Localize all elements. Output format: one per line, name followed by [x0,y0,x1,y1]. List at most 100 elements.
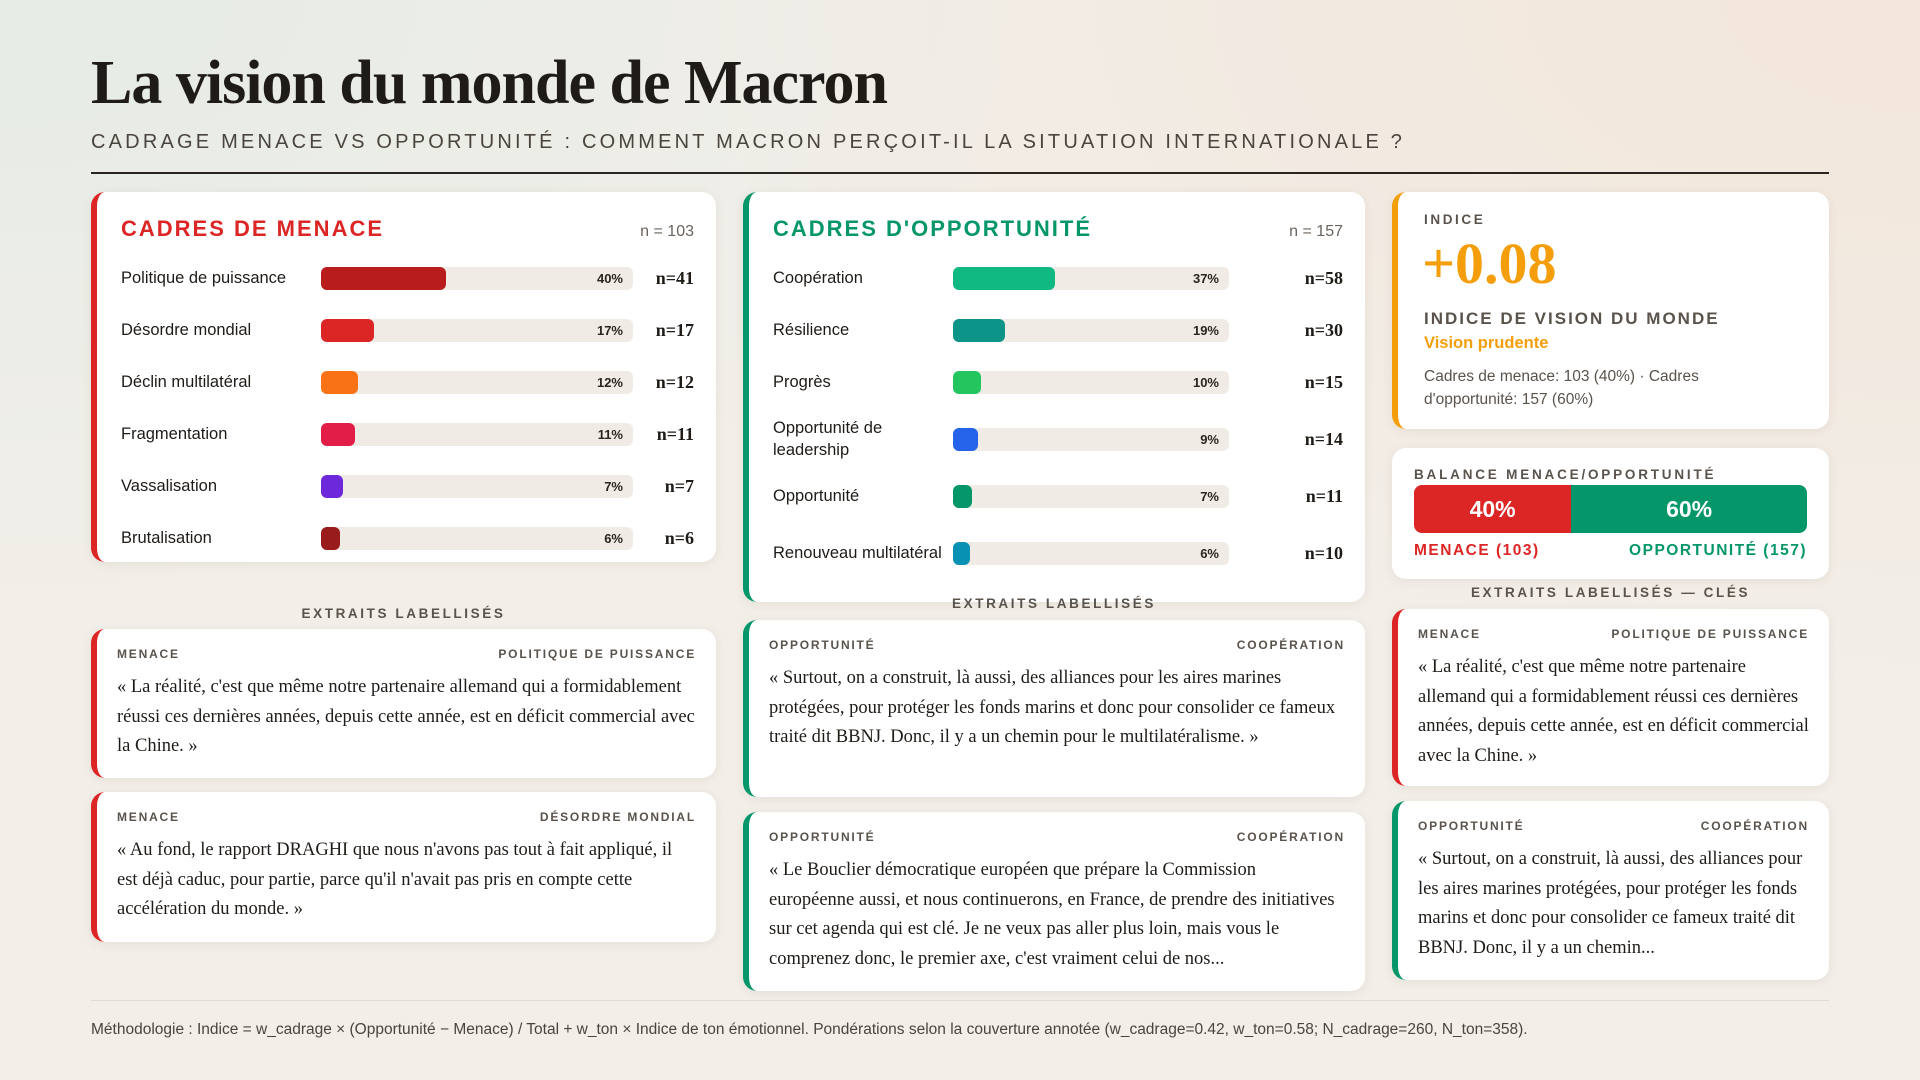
bar-percent: 17% [596,322,623,338]
bar-track: 7% [321,474,633,498]
quote-card: OPPORTUNITÉ COOPÉRATION « Surtout, on a co… [743,620,1365,797]
quote-header: OPPORTUNITÉ COOPÉRATION [749,620,1365,652]
bar-fill [953,541,970,565]
quote-tag: POLITIQUE DE PUISSANCE [1611,627,1809,641]
bar-fill [953,318,1006,342]
menace-bar-list: Politique de puissance 40% n=41 Désordre mo… [97,242,716,564]
bar-count: n=14 [1304,428,1343,449]
indice-title: INDICE DE VISION DU MONDE [1424,309,1720,328]
bar-fill [953,266,1056,290]
opportunite-bar-list: Coopération 37% n=58 Résilience 19% n=30 Progr… [749,242,1365,584]
bar-count: n=58 [1304,267,1343,288]
quote-tag: COOPÉRATION [1700,819,1809,833]
quote-card: OPPORTUNITÉ COOPÉRATION « Le Bouclier démo… [743,812,1365,991]
bar-row: Coopération 37% n=58 [773,252,1343,304]
page-title: La vision du monde de Macron [91,49,888,117]
bar-label: Vassalisation [121,477,217,495]
bar-label: Déclin multilatéral [121,373,252,391]
bar-row: Fragmentation 11% n=11 [121,408,694,460]
quote-text: « Surtout, on a construit, là aussi, des… [1418,849,1803,958]
bar-count: n=15 [1304,371,1343,392]
quote-header: MENACE POLITIQUE DE PUISSANCE [97,629,716,661]
bar-percent: 7% [1200,488,1219,504]
methodology-note: Méthodologie : Indice = w_cadrage × (Opp… [91,1021,1528,1038]
bar-fill [953,427,978,451]
bar-row: Vassalisation 7% n=7 [121,460,694,512]
quote-header: MENACE POLITIQUE DE PUISSANCE [1398,609,1829,641]
bar-track: 11% [321,422,633,446]
bar-fill [321,318,375,342]
bar-row: Progrès 10% n=15 [773,356,1343,408]
bar-fill [321,422,356,446]
quote-card: MENACE POLITIQUE DE PUISSANCE « La réalité… [91,629,716,778]
bar-row: Brutalisation 6% n=6 [121,512,694,564]
bar-track: 6% [321,526,633,550]
balance-opportunite-segment: 60% [1571,485,1807,533]
bar-count: n=7 [664,475,694,496]
quote-header: OPPORTUNITÉ COOPÉRATION [749,812,1365,844]
bar-row: Résilience 19% n=30 [773,304,1343,356]
bar-track: 17% [321,318,633,342]
bar-track: 12% [321,370,633,394]
indice-detail: Cadres de menace: 103 (40%) · Cadres d'o… [1424,368,1699,408]
bar-percent: 40% [596,270,623,286]
quote-text: « La réalité, c'est que même notre parte… [1418,657,1809,766]
indice-label: INDICE [1424,212,1486,227]
bar-fill [953,370,981,394]
quote-text: « Au fond, le rapport DRAGHI que nous n'… [117,840,673,919]
indice-verdict: Vision prudente [1424,334,1549,352]
quote-type: MENACE [1418,627,1481,641]
balance-title: BALANCE MENACE/OPPORTUNITÉ [1414,467,1717,482]
bar-label: Progrès [773,373,831,391]
bar-count: n=17 [655,319,694,340]
opportunite-card: CADRES D'OPPORTUNITÉ n = 157 Coopération 3… [743,192,1365,602]
bar-percent: 6% [1200,545,1219,561]
bar-label: Coopération [773,269,863,287]
bar-percent: 10% [1192,374,1219,390]
quote-text: « La réalité, c'est que même notre parte… [117,677,695,756]
bar-fill [321,474,343,498]
bar-label: Résilience [773,321,850,339]
bar-row: Désordre mondial 17% n=17 [121,304,694,356]
quote-type: MENACE [117,810,180,824]
quote-type: OPPORTUNITÉ [1418,819,1525,833]
extraits-label: EXTRAITS LABELLISÉS [301,606,506,621]
quote-text: « Surtout, on a construit, là aussi, des… [769,668,1336,747]
bar-row: Renouveau multilatéral 6% n=10 [773,522,1343,584]
extraits-label: EXTRAITS LABELLISÉS [952,596,1156,611]
bar-count: n=12 [655,371,694,392]
bar-label: Brutalisation [121,529,212,547]
quote-card: MENACE DÉSORDRE MONDIAL « Au fond, le rapp… [91,792,716,942]
bar-count: n=10 [1304,542,1343,563]
bar-label: Politique de puissance [121,269,287,287]
bar-percent: 12% [596,374,623,390]
quote-card: MENACE POLITIQUE DE PUISSANCE « La réalité… [1392,609,1829,786]
bar-track: 19% [953,318,1229,342]
quote-card: OPPORTUNITÉ COOPÉRATION « Surtout, on a co… [1392,801,1829,980]
bar-fill [321,370,359,394]
menace-title: CADRES DE MENACE [121,216,385,241]
bar-row: Déclin multilatéral 12% n=12 [121,356,694,408]
bar-fill [953,484,973,508]
extraits-cles-label: EXTRAITS LABELLISÉS — CLÉS [1470,585,1751,600]
bar-count: n=6 [664,527,694,548]
quote-tag: POLITIQUE DE PUISSANCE [498,647,696,661]
bar-percent: 11% [597,426,623,442]
indice-value: +0.08 [1422,231,1557,296]
bar-track: 40% [321,266,633,290]
bar-track: 10% [953,370,1229,394]
bar-percent: 37% [1192,270,1219,286]
quote-tag: COOPÉRATION [1236,638,1345,652]
page-subtitle: Cadrage menace vs opportunité : comment … [91,131,1406,153]
bar-row: Opportunité 7% n=11 [773,470,1343,522]
quote-header: OPPORTUNITÉ COOPÉRATION [1398,801,1829,833]
bar-label: Fragmentation [121,425,228,443]
opportunite-count: n = 157 [1289,223,1343,240]
bar-percent: 6% [604,530,623,546]
bar-row: Politique de puissance 40% n=41 [121,252,694,304]
quote-type: OPPORTUNITÉ [769,830,876,844]
balance-card: BALANCE MENACE/OPPORTUNITÉ 40% 60% MENAC… [1392,448,1829,579]
bar-track: 9% [953,427,1229,451]
divider [91,172,1829,174]
quote-text: « Le Bouclier démocratique européen que … [769,860,1335,969]
